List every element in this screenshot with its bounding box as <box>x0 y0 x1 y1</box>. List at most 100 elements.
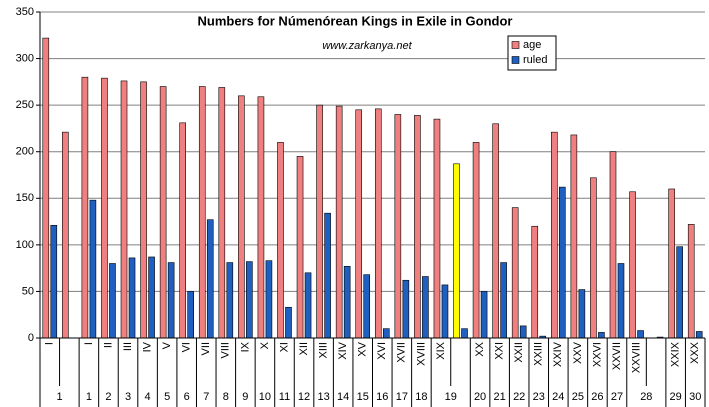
bar <box>81 76 89 339</box>
bar <box>218 87 226 339</box>
bar <box>500 262 507 339</box>
x-tick-label: XXIX <box>670 341 682 367</box>
group-label: 3 <box>125 391 131 403</box>
group-label: 23 <box>533 391 545 403</box>
bar <box>296 156 304 339</box>
group-label: 16 <box>376 391 388 403</box>
bar <box>246 261 253 339</box>
group-label: 11 <box>279 391 290 403</box>
y-tick-label: 100 <box>16 239 34 251</box>
x-tick-label: XV <box>357 341 369 356</box>
bar <box>422 276 429 339</box>
legend-swatch <box>511 41 520 49</box>
group-label: 2 <box>105 391 111 403</box>
legend-swatch <box>511 56 520 64</box>
x-tick-label: XII <box>298 342 310 355</box>
bar <box>668 188 675 339</box>
bar <box>42 37 50 339</box>
y-tick-label: 50 <box>22 285 34 297</box>
bar <box>89 199 97 339</box>
x-tick-label: XXIV <box>552 341 564 367</box>
bar <box>304 272 312 339</box>
y-tick-label: 300 <box>16 52 34 64</box>
x-tick-label: XIII <box>318 342 330 359</box>
chart-subtitle: www.zarkanya.net <box>322 40 412 52</box>
bar <box>324 212 331 339</box>
bar <box>120 80 128 339</box>
bar <box>265 260 273 339</box>
bar <box>570 134 578 339</box>
bar <box>257 96 265 339</box>
bar <box>335 105 343 339</box>
chart-title: Numbers for Númenórean Kings in Exile in… <box>198 13 513 28</box>
bar <box>453 163 460 339</box>
bar <box>179 122 186 339</box>
bar <box>62 131 69 339</box>
x-tick-label: XI <box>278 342 290 352</box>
bar <box>159 86 167 339</box>
legend-label: ruled <box>523 54 547 66</box>
x-tick-label: IV <box>141 341 153 352</box>
bar <box>441 284 449 339</box>
group-label: 28 <box>640 391 652 403</box>
group-label: 17 <box>396 391 408 403</box>
group-label: 14 <box>337 391 349 403</box>
x-tick-label: III <box>122 342 134 351</box>
legend-label: age <box>523 39 541 51</box>
bar <box>101 77 108 339</box>
group-label: 19 <box>445 391 457 403</box>
bar <box>148 256 155 339</box>
group-label: 6 <box>184 391 190 403</box>
bar <box>590 177 597 339</box>
group-label: 13 <box>317 391 329 403</box>
y-tick-label: 350 <box>16 6 34 18</box>
bar <box>238 95 245 339</box>
plot-area <box>40 12 705 338</box>
group-label: 15 <box>357 391 369 403</box>
y-tick-label: 0 <box>28 332 34 344</box>
x-tick-label: XVII <box>396 342 408 363</box>
bar <box>414 115 421 339</box>
x-tick-label: II <box>102 342 114 348</box>
bar <box>480 291 488 339</box>
bar <box>128 257 136 339</box>
x-tick-label: XXVIII <box>630 342 642 373</box>
group-label: 8 <box>223 391 229 403</box>
x-tick-label: XIX <box>435 341 447 359</box>
bar <box>461 328 468 339</box>
bar <box>617 263 625 339</box>
bar <box>559 186 566 339</box>
x-tick-label: XXVII <box>611 342 623 370</box>
bar <box>167 262 175 339</box>
bar <box>50 224 58 339</box>
group-label: 29 <box>670 391 682 403</box>
x-tick-label: XXVI <box>591 342 603 367</box>
x-tick-label: XXII <box>513 342 525 363</box>
bar <box>109 263 116 339</box>
bar <box>198 86 206 339</box>
bar <box>374 108 382 339</box>
group-label: 27 <box>611 391 623 403</box>
bar <box>226 262 234 339</box>
x-tick-label: XVI <box>376 342 388 360</box>
group-label: 1 <box>56 391 62 403</box>
group-label: 24 <box>552 391 564 403</box>
x-tick-label: VIII <box>220 342 232 359</box>
bar <box>609 151 617 339</box>
group-label: 20 <box>474 391 486 403</box>
bar <box>343 265 351 339</box>
bar <box>551 131 558 339</box>
group-label: 22 <box>513 391 525 403</box>
bar <box>578 289 586 339</box>
y-tick-label: 200 <box>16 146 34 158</box>
bar <box>140 81 147 339</box>
x-tick-label: V <box>161 341 173 349</box>
bar <box>402 279 410 339</box>
group-label: 7 <box>203 391 209 403</box>
x-tick-label: I <box>44 342 56 345</box>
x-tick-label: XIV <box>337 341 349 359</box>
x-tick-label: VII <box>200 342 212 355</box>
group-label: 21 <box>494 391 506 403</box>
bar <box>472 142 480 339</box>
